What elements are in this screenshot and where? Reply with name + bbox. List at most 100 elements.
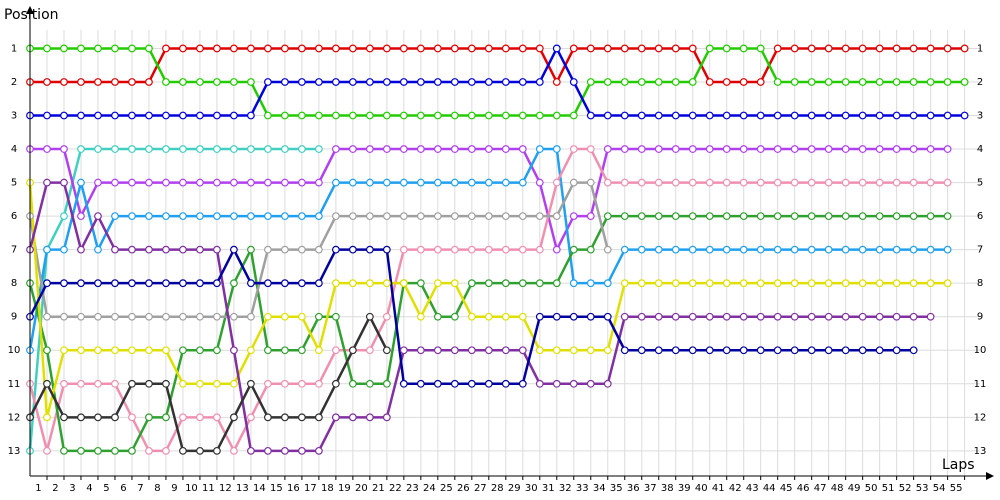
y-tick-label: 6 — [11, 211, 17, 222]
lap-marker — [179, 44, 187, 53]
lap-marker — [654, 312, 663, 321]
lap-marker — [926, 312, 935, 321]
lap-marker — [331, 346, 340, 355]
lap-marker — [264, 312, 272, 321]
lap-marker — [416, 145, 425, 153]
lap-marker — [247, 78, 255, 86]
lap-marker — [926, 178, 935, 187]
x-tick-label: 5 — [103, 483, 109, 494]
lap-marker — [162, 346, 170, 355]
lap-marker — [943, 279, 952, 288]
lap-marker — [552, 212, 561, 221]
lap-marker — [94, 312, 102, 321]
y-tick-label-right: 10 — [974, 345, 987, 356]
lap-marker — [926, 212, 935, 221]
lap-marker — [179, 413, 187, 422]
lap-marker — [94, 78, 102, 86]
lap-marker — [297, 279, 306, 288]
lap-marker — [179, 379, 187, 388]
lap-marker — [773, 346, 782, 355]
lap-marker — [145, 178, 153, 187]
lap-marker — [213, 44, 221, 53]
lap-marker — [722, 44, 731, 53]
lap-marker — [162, 44, 170, 53]
lap-marker — [756, 178, 765, 187]
lap-marker — [603, 212, 612, 221]
lap-marker — [77, 279, 85, 288]
lap-marker — [620, 346, 629, 355]
lap-marker — [365, 78, 374, 86]
lap-marker — [297, 178, 306, 187]
x-tick-label: 34 — [593, 483, 606, 494]
lap-marker — [247, 178, 255, 187]
lap-marker — [790, 111, 799, 120]
lap-marker — [586, 245, 595, 254]
lap-marker — [501, 245, 510, 254]
lap-marker — [926, 44, 935, 53]
x-tick-label: 13 — [236, 483, 249, 494]
lap-marker — [399, 379, 408, 388]
lap-marker — [943, 145, 952, 153]
lap-marker — [773, 245, 782, 254]
lap-marker — [552, 279, 561, 288]
x-tick-label: 16 — [287, 483, 300, 494]
lap-marker — [264, 346, 272, 355]
x-tick-label: 40 — [695, 483, 708, 494]
lap-marker — [535, 212, 544, 221]
lap-marker — [756, 111, 765, 120]
lap-marker — [348, 413, 357, 422]
y-tick-label-right: 3 — [977, 111, 983, 122]
lap-marker — [213, 212, 221, 221]
lap-marker — [399, 346, 408, 355]
lap-marker — [484, 312, 493, 321]
y-tick-label: 3 — [11, 111, 17, 122]
lap-marker — [399, 212, 408, 221]
lap-marker — [179, 346, 187, 355]
lap-marker — [858, 44, 867, 53]
y-tick-label: 7 — [11, 245, 17, 256]
lap-marker — [128, 212, 136, 221]
lap-marker — [94, 145, 102, 153]
lap-marker — [756, 279, 765, 288]
lap-marker — [230, 279, 238, 288]
lap-marker — [773, 212, 782, 221]
lap-marker — [162, 312, 170, 321]
lap-marker — [111, 212, 119, 221]
lap-marker — [145, 312, 153, 321]
lap-marker — [824, 245, 833, 254]
lap-marker — [535, 78, 544, 86]
lap-marker — [586, 145, 595, 153]
lap-marker — [94, 245, 102, 254]
lap-marker — [247, 212, 255, 221]
lap-marker — [909, 212, 918, 221]
y-tick-label: 13 — [8, 446, 21, 457]
lap-marker — [145, 78, 153, 86]
lap-marker — [230, 379, 238, 388]
lap-marker — [297, 413, 306, 422]
lap-marker — [230, 44, 238, 53]
lap-marker — [111, 178, 119, 187]
lap-marker — [892, 78, 901, 86]
y-tick-label: 5 — [11, 178, 17, 189]
lap-marker — [433, 346, 442, 355]
lap-marker — [297, 312, 306, 321]
lap-marker — [569, 145, 578, 153]
lap-marker — [382, 145, 391, 153]
lap-marker — [637, 78, 646, 86]
lap-marker — [671, 178, 680, 187]
lap-marker — [773, 178, 782, 187]
lap-marker — [484, 279, 493, 288]
lap-marker — [552, 111, 561, 120]
lap-marker — [535, 346, 544, 355]
lap-marker — [297, 379, 306, 388]
lap-marker — [213, 78, 221, 86]
x-tick-label: 52 — [899, 483, 912, 494]
lap-marker — [909, 78, 918, 86]
lap-marker — [230, 413, 238, 422]
y-tick-label-right: 12 — [974, 412, 987, 423]
lap-marker — [739, 111, 748, 120]
lap-marker — [654, 44, 663, 53]
x-tick-label: 50 — [865, 483, 878, 494]
lap-marker — [773, 145, 782, 153]
lap-marker — [314, 212, 323, 221]
